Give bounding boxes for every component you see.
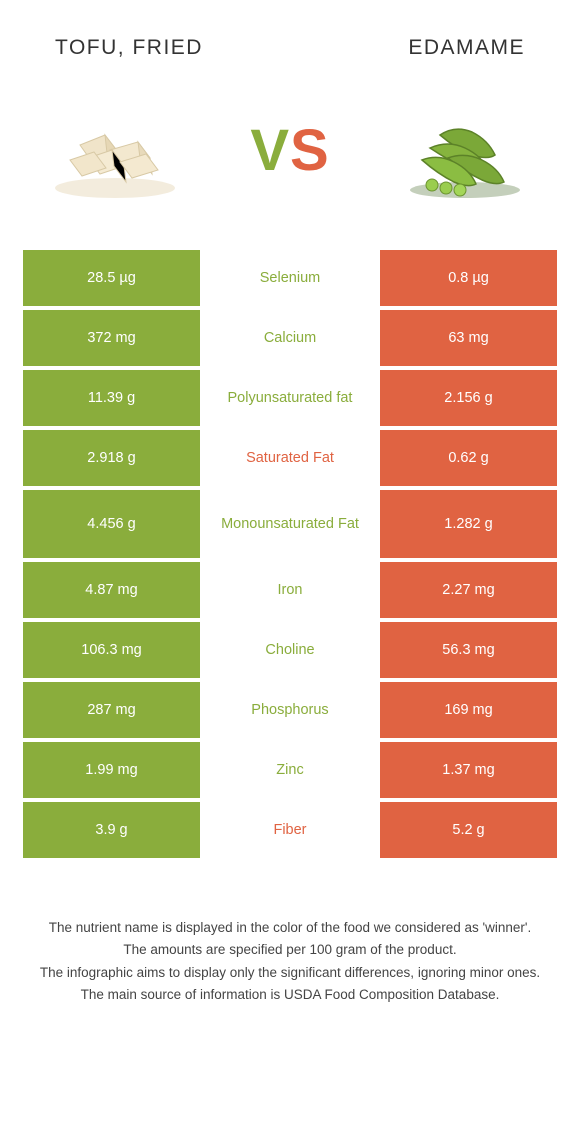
table-row: 11.39 gPolyunsaturated fat2.156 g: [23, 370, 557, 426]
header: TOFU, FRIED EDAMAME: [0, 0, 580, 60]
vs-label: VS: [250, 117, 329, 184]
right-value: 0.62 g: [380, 430, 557, 486]
nutrient-label: Fiber: [200, 802, 380, 858]
left-value: 28.5 µg: [23, 250, 200, 306]
table-row: 1.99 mgZinc1.37 mg: [23, 742, 557, 798]
right-value: 169 mg: [380, 682, 557, 738]
nutrient-label: Choline: [200, 622, 380, 678]
table-row: 2.918 gSaturated Fat0.62 g: [23, 430, 557, 486]
edamame-image: [400, 100, 530, 200]
left-value: 106.3 mg: [23, 622, 200, 678]
table-row: 287 mgPhosphorus169 mg: [23, 682, 557, 738]
right-food-name: EDAMAME: [408, 36, 525, 60]
table-row: 372 mgCalcium63 mg: [23, 310, 557, 366]
images-row: VS: [0, 60, 580, 250]
left-value: 372 mg: [23, 310, 200, 366]
footer-line: The nutrient name is displayed in the co…: [34, 918, 546, 938]
right-value: 2.27 mg: [380, 562, 557, 618]
nutrient-label: Monounsaturated Fat: [200, 490, 380, 558]
right-value: 1.282 g: [380, 490, 557, 558]
nutrient-label: Zinc: [200, 742, 380, 798]
footer-line: The infographic aims to display only the…: [34, 963, 546, 983]
left-value: 2.918 g: [23, 430, 200, 486]
footer-line: The main source of information is USDA F…: [34, 985, 546, 1005]
nutrient-label: Calcium: [200, 310, 380, 366]
nutrient-label: Polyunsaturated fat: [200, 370, 380, 426]
nutrient-label: Iron: [200, 562, 380, 618]
left-value: 3.9 g: [23, 802, 200, 858]
table-row: 4.87 mgIron2.27 mg: [23, 562, 557, 618]
nutrient-table: 28.5 µgSelenium0.8 µg372 mgCalcium63 mg1…: [23, 250, 557, 858]
nutrient-label: Selenium: [200, 250, 380, 306]
footer-line: The amounts are specified per 100 gram o…: [34, 940, 546, 960]
left-value: 1.99 mg: [23, 742, 200, 798]
vs-s: S: [290, 118, 330, 183]
right-value: 5.2 g: [380, 802, 557, 858]
right-value: 2.156 g: [380, 370, 557, 426]
left-value: 4.87 mg: [23, 562, 200, 618]
footer-notes: The nutrient name is displayed in the co…: [34, 918, 546, 1005]
table-row: 3.9 gFiber5.2 g: [23, 802, 557, 858]
left-food-name: TOFU, FRIED: [55, 36, 203, 60]
right-value: 1.37 mg: [380, 742, 557, 798]
left-value: 11.39 g: [23, 370, 200, 426]
tofu-image: [50, 100, 180, 200]
nutrient-label: Saturated Fat: [200, 430, 380, 486]
table-row: 4.456 gMonounsaturated Fat1.282 g: [23, 490, 557, 558]
right-value: 0.8 µg: [380, 250, 557, 306]
right-value: 56.3 mg: [380, 622, 557, 678]
table-row: 28.5 µgSelenium0.8 µg: [23, 250, 557, 306]
table-row: 106.3 mgCholine56.3 mg: [23, 622, 557, 678]
nutrient-label: Phosphorus: [200, 682, 380, 738]
left-value: 287 mg: [23, 682, 200, 738]
left-value: 4.456 g: [23, 490, 200, 558]
vs-v: V: [250, 118, 290, 183]
right-value: 63 mg: [380, 310, 557, 366]
